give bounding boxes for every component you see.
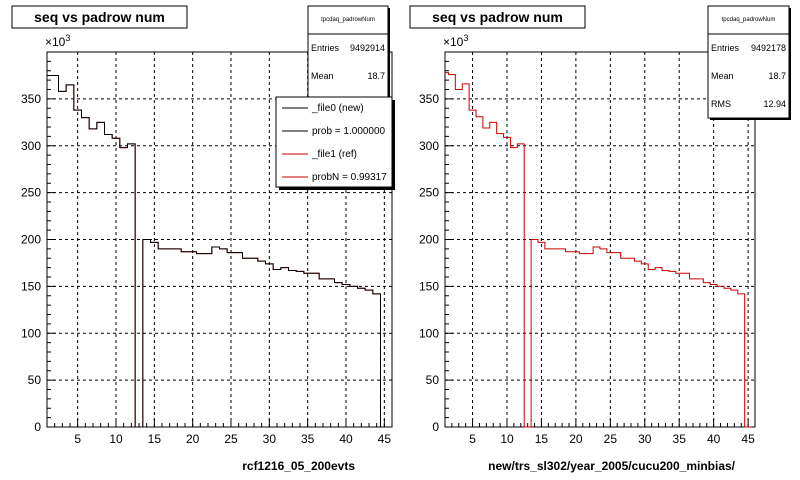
x-tick-label: 40 — [707, 432, 721, 446]
x-axis-label: rcf1216_05_200evts — [242, 459, 355, 473]
stats-value: 9492178 — [751, 43, 786, 53]
legend-entry: prob = 1.000000 — [312, 126, 386, 137]
y-multiplier: ×103 — [443, 33, 468, 49]
stats-name: tpcdaq_padrowNum — [321, 17, 375, 23]
x-tick-label: 5 — [74, 432, 81, 446]
stats-value: 18.7 — [768, 71, 786, 81]
series-line-1 — [445, 72, 752, 428]
legend-box — [275, 96, 393, 188]
y-tick-label: 50 — [426, 373, 440, 387]
stats-box — [707, 5, 790, 119]
legend-entry: probN = 0.99317 — [312, 172, 387, 183]
series-line-2 — [47, 74, 389, 428]
y-tick-label: 200 — [21, 233, 41, 247]
x-tick-label: 30 — [263, 432, 277, 446]
y-tick-label: 0 — [432, 420, 439, 434]
x-tick-label: 10 — [109, 432, 123, 446]
y-tick-label: 0 — [34, 420, 41, 434]
x-tick-label: 25 — [224, 432, 238, 446]
x-tick-label: 45 — [378, 432, 392, 446]
x-axis-label: new/trs_sl302/year_2005/cucu200_minbias/ — [488, 459, 735, 473]
chart-panel-1: 5 10 15 20 25 30 35 40 45 0 50 100 150 200 250 300 350 ×1… — [11, 5, 395, 473]
y-tick-label: 300 — [21, 139, 41, 153]
stats-label: RMS — [711, 99, 731, 109]
stats-label: Entries — [311, 43, 340, 53]
stats-value: 18.7 — [367, 71, 385, 81]
stats-label: Entries — [711, 43, 740, 53]
stats-value: 12.94 — [763, 99, 786, 109]
x-tick-label: 45 — [741, 432, 755, 446]
y-tick-label: 300 — [419, 139, 439, 153]
chart-title-box — [409, 5, 586, 29]
y-tick-label: 150 — [21, 279, 41, 293]
x-tick-label: 5 — [469, 432, 476, 446]
x-tick-label: 35 — [673, 432, 687, 446]
x-tick-label: 10 — [500, 432, 514, 446]
y-tick-label: 100 — [419, 326, 439, 340]
x-tick-label: 35 — [301, 432, 315, 446]
x-tick-label: 40 — [339, 432, 353, 446]
legend-entry: _file0 (new) — [311, 103, 364, 114]
y-tick-label: 350 — [21, 92, 41, 106]
chart-panel-2: 5 10 15 20 25 30 35 40 45 0 50 100 150 200 250 300 350 ×1… — [409, 5, 791, 473]
y-tick-label: 100 — [21, 326, 41, 340]
x-tick-label: 15 — [535, 432, 549, 446]
x-tick-label: 20 — [186, 432, 200, 446]
chart-title-box — [11, 5, 188, 29]
x-tick-label: 15 — [148, 432, 162, 446]
stats-label: Mean — [311, 71, 334, 81]
chart-title: seq vs padrow num — [432, 9, 563, 25]
y-tick-label: 200 — [419, 233, 439, 247]
y-tick-label: 250 — [419, 186, 439, 200]
stats-value: 9492914 — [350, 43, 385, 53]
y-tick-label: 150 — [419, 279, 439, 293]
stats-name: tpcdaq_padrowNum — [722, 17, 776, 23]
x-tick-label: 20 — [569, 432, 583, 446]
x-tick-label: 25 — [604, 432, 618, 446]
y-multiplier: ×103 — [45, 33, 70, 49]
y-tick-label: 350 — [419, 92, 439, 106]
x-tick-label: 30 — [638, 432, 652, 446]
y-tick-label: 50 — [28, 373, 42, 387]
stats-label: Mean — [711, 71, 734, 81]
chart-title: seq vs padrow num — [34, 9, 165, 25]
y-tick-label: 250 — [21, 186, 41, 200]
legend-entry: _file1 (ref) — [311, 149, 357, 160]
